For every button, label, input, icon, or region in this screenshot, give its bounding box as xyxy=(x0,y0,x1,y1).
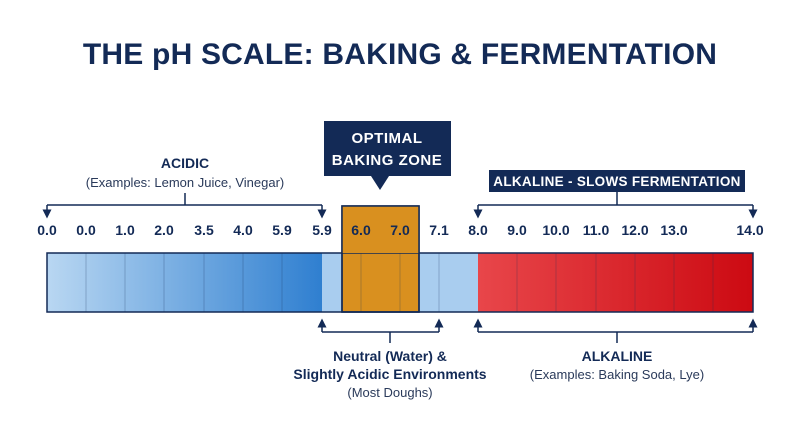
optimal-label-line2: BAKING ZONE xyxy=(332,152,443,169)
tick-label: 12.0 xyxy=(621,222,648,238)
neutral-label-line3: (Most Doughs) xyxy=(347,385,432,400)
optimal-callout: OPTIMAL BAKING ZONE xyxy=(324,121,451,190)
optimal-segment-top xyxy=(342,206,419,253)
acidic-bracket xyxy=(42,193,327,219)
tick-label: 5.9 xyxy=(312,222,332,238)
tick-label: 0.0 xyxy=(76,222,96,238)
acidic-examples: (Examples: Lemon Juice, Vinegar) xyxy=(86,175,284,190)
tick-label: 7.0 xyxy=(390,222,410,238)
optimal-segment xyxy=(342,253,419,312)
alkaline-banner-box xyxy=(489,170,745,192)
alkaline-segment xyxy=(478,253,753,312)
tick-label: 3.5 xyxy=(194,222,214,238)
tick-label: 10.0 xyxy=(542,222,569,238)
optimal-label-line1: OPTIMAL xyxy=(352,130,423,147)
tick-label: 11.0 xyxy=(583,222,610,238)
acidic-heading: ACIDIC xyxy=(161,155,209,171)
neutral-bracket xyxy=(317,318,444,343)
tick-label: 13.0 xyxy=(660,222,687,238)
page-title: THE pH SCALE: BAKING & FERMENTATION xyxy=(82,38,718,71)
neutral-label-line2: Slightly Acidic Environments xyxy=(293,366,486,382)
neutral-segment-right xyxy=(419,253,478,312)
alkaline-banner-bracket xyxy=(473,192,758,219)
neutral-label-line1: Neutral (Water) & xyxy=(333,348,447,364)
tick-label: 0.0 xyxy=(37,222,57,238)
tick-label: 5.9 xyxy=(272,222,292,238)
tick-label: 2.0 xyxy=(154,222,174,238)
alkaline-bracket xyxy=(473,318,758,343)
alkaline-banner-label: ALKALINE - SLOWS FERMENTATION xyxy=(493,174,740,189)
tick-label: 9.0 xyxy=(507,222,527,238)
neutral-segment-left xyxy=(322,253,342,312)
optimal-segment-border xyxy=(341,205,420,313)
tick-label: 14.0 xyxy=(736,222,763,238)
scale-dividers xyxy=(85,253,714,312)
tick-label: 7.1 xyxy=(429,222,449,238)
tick-labels: 0.0 0.0 1.0 2.0 3.5 4.0 5.9 5.9 6.0 7.0 … xyxy=(37,222,764,238)
tick-label: 4.0 xyxy=(233,222,253,238)
acidic-segment xyxy=(47,253,322,312)
alkaline-examples: (Examples: Baking Soda, Lye) xyxy=(530,367,704,382)
tick-label: 8.0 xyxy=(468,222,488,238)
alkaline-heading: ALKALINE xyxy=(582,348,653,364)
tick-label: 1.0 xyxy=(115,222,135,238)
tick-label: 6.0 xyxy=(351,222,371,238)
